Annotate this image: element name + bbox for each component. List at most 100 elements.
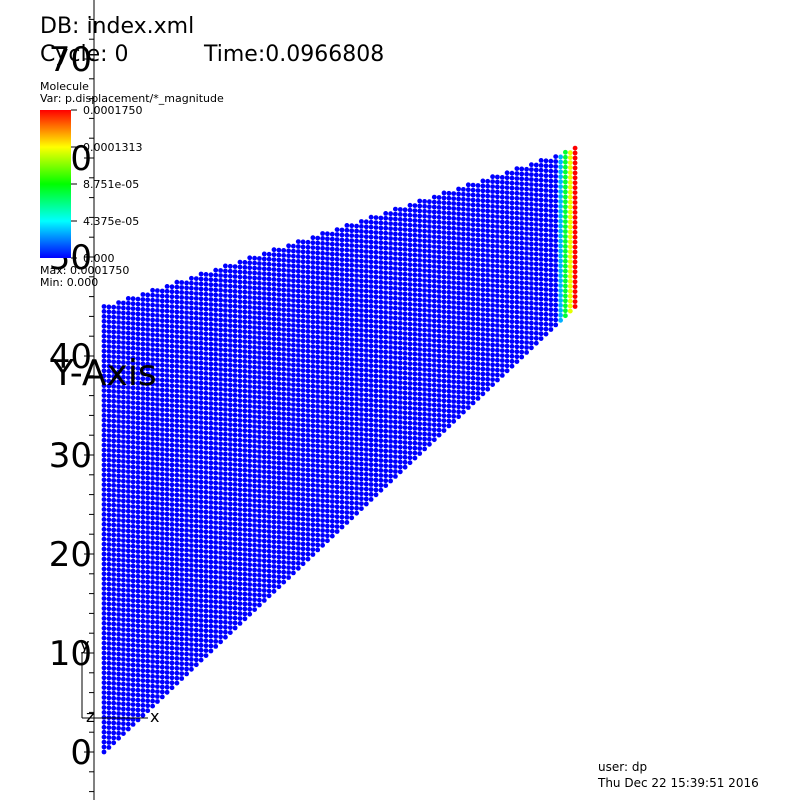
particle	[261, 449, 267, 455]
particle	[286, 426, 291, 432]
particle	[378, 438, 384, 444]
particle	[252, 542, 257, 548]
particle	[140, 564, 146, 570]
particle	[261, 395, 267, 400]
particle	[334, 385, 340, 391]
particle	[130, 618, 136, 623]
particle	[237, 447, 243, 453]
particle	[101, 655, 107, 661]
particle	[179, 592, 185, 597]
particle	[281, 559, 287, 565]
particle	[145, 520, 151, 525]
particle	[174, 339, 180, 344]
particle	[193, 380, 199, 385]
particle	[417, 396, 423, 402]
particle	[407, 267, 413, 272]
particle	[242, 403, 248, 409]
particle	[446, 329, 452, 335]
particle	[359, 224, 364, 229]
particle	[261, 513, 267, 519]
particle	[431, 338, 437, 344]
particle	[125, 494, 131, 499]
particle	[305, 334, 311, 339]
particle	[427, 427, 432, 432]
particle	[388, 404, 393, 410]
particle	[208, 589, 214, 594]
particle	[135, 633, 141, 639]
particle	[368, 412, 374, 418]
particle	[402, 256, 408, 262]
particle	[320, 404, 325, 410]
particle	[130, 365, 136, 371]
particle	[276, 425, 282, 431]
particle	[130, 628, 136, 633]
particle	[325, 370, 330, 375]
particle	[140, 371, 146, 377]
particle	[101, 645, 107, 651]
particle	[189, 464, 194, 469]
particle	[106, 626, 112, 631]
particle	[125, 652, 131, 658]
particle	[368, 383, 374, 388]
particle	[349, 243, 355, 248]
particle	[208, 648, 214, 654]
particle	[193, 528, 199, 534]
particle	[354, 461, 359, 467]
particle	[237, 353, 243, 359]
particle	[359, 466, 364, 472]
particle	[125, 548, 131, 554]
particle	[359, 377, 364, 383]
particle	[223, 570, 228, 576]
particle	[130, 499, 136, 505]
particle	[427, 407, 432, 412]
particle	[300, 368, 306, 373]
particle	[325, 518, 330, 524]
particle	[431, 293, 437, 299]
particle	[300, 308, 306, 314]
particle	[198, 410, 204, 415]
particle	[218, 352, 224, 358]
particle	[135, 316, 141, 322]
particle	[261, 419, 267, 425]
particle	[145, 599, 151, 605]
particle	[305, 418, 311, 423]
particle	[184, 483, 190, 489]
particle	[383, 305, 389, 310]
particle	[427, 367, 432, 373]
particle	[213, 292, 219, 298]
particle	[310, 329, 316, 335]
particle	[368, 457, 374, 463]
particle	[121, 364, 126, 370]
particle	[174, 359, 180, 364]
particle	[218, 332, 224, 338]
particle	[281, 416, 287, 422]
particle	[121, 657, 126, 662]
particle	[441, 319, 447, 324]
particle	[223, 362, 228, 368]
particle	[203, 385, 209, 391]
particle	[130, 573, 136, 579]
particle	[378, 383, 384, 389]
particle	[325, 310, 330, 316]
particle	[174, 438, 180, 443]
particle	[227, 268, 233, 274]
particle	[281, 332, 287, 337]
particle	[198, 276, 204, 282]
particle	[441, 215, 447, 221]
particle	[359, 233, 364, 239]
particle	[266, 350, 272, 356]
particle	[276, 247, 282, 253]
particle	[116, 414, 121, 419]
particle	[213, 337, 219, 342]
particle	[193, 647, 199, 653]
particle	[281, 322, 287, 328]
particle	[111, 423, 117, 429]
particle	[305, 249, 311, 255]
particle	[417, 431, 423, 437]
particle	[135, 712, 141, 718]
particle	[344, 322, 350, 327]
particle	[121, 414, 126, 420]
particle	[412, 455, 418, 461]
particle	[179, 423, 185, 429]
particle	[164, 412, 170, 418]
